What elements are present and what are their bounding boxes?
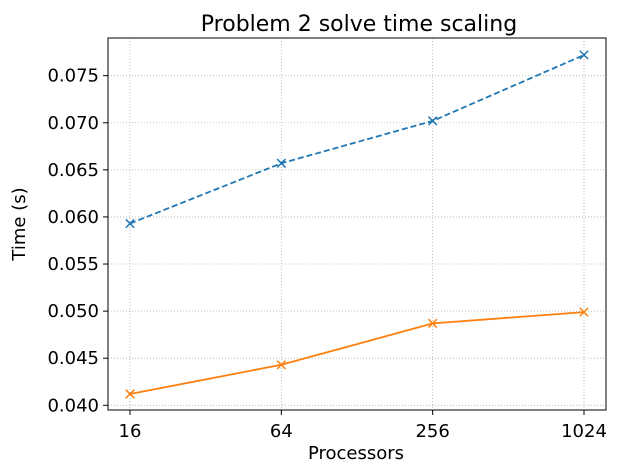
y-tick-label: 0.075 (47, 66, 99, 87)
y-tick-label: 0.040 (47, 395, 99, 416)
y-tick-label: 0.065 (47, 160, 99, 181)
marker-stroke (427, 318, 438, 329)
y-axis-label: Time (s) (9, 187, 30, 261)
x-tick-label: 64 (270, 421, 293, 442)
data-point (276, 158, 287, 168)
data-point (579, 307, 589, 317)
marker-stroke (427, 116, 438, 126)
x-tick-label: 1024 (561, 421, 607, 442)
marker-stroke (125, 389, 135, 399)
y-tick-label: 0.055 (47, 254, 99, 275)
data-point (276, 360, 287, 370)
series-line-2 (129, 311, 585, 395)
marker-stroke (579, 307, 589, 317)
marker-stroke (276, 158, 287, 168)
y-tick-label: 0.070 (47, 113, 99, 134)
data-point (427, 116, 438, 126)
series-layer (125, 50, 589, 399)
ticks: 16 64 256 1024 0.040 0.045 0.050 0.055 0.060 0.06… (47, 66, 606, 442)
x-axis-label: Processors (308, 443, 404, 464)
data-point (125, 389, 135, 399)
x-tick-label: 16 (119, 421, 142, 442)
y-tick-label: 0.045 (47, 348, 99, 369)
data-point (125, 218, 135, 229)
y-tick-label: 0.060 (47, 207, 99, 228)
axes (107, 37, 607, 411)
data-point (579, 50, 589, 60)
marker-stroke (125, 218, 135, 229)
marker-stroke (276, 360, 287, 370)
plot-frame (107, 37, 607, 411)
data-point (427, 318, 438, 329)
chart-title: Problem 2 solve time scaling (201, 12, 517, 37)
x-tick-label: 256 (415, 421, 449, 442)
series-line-1 (129, 54, 585, 225)
y-tick-label: 0.050 (47, 301, 99, 322)
marker-stroke (579, 50, 589, 60)
